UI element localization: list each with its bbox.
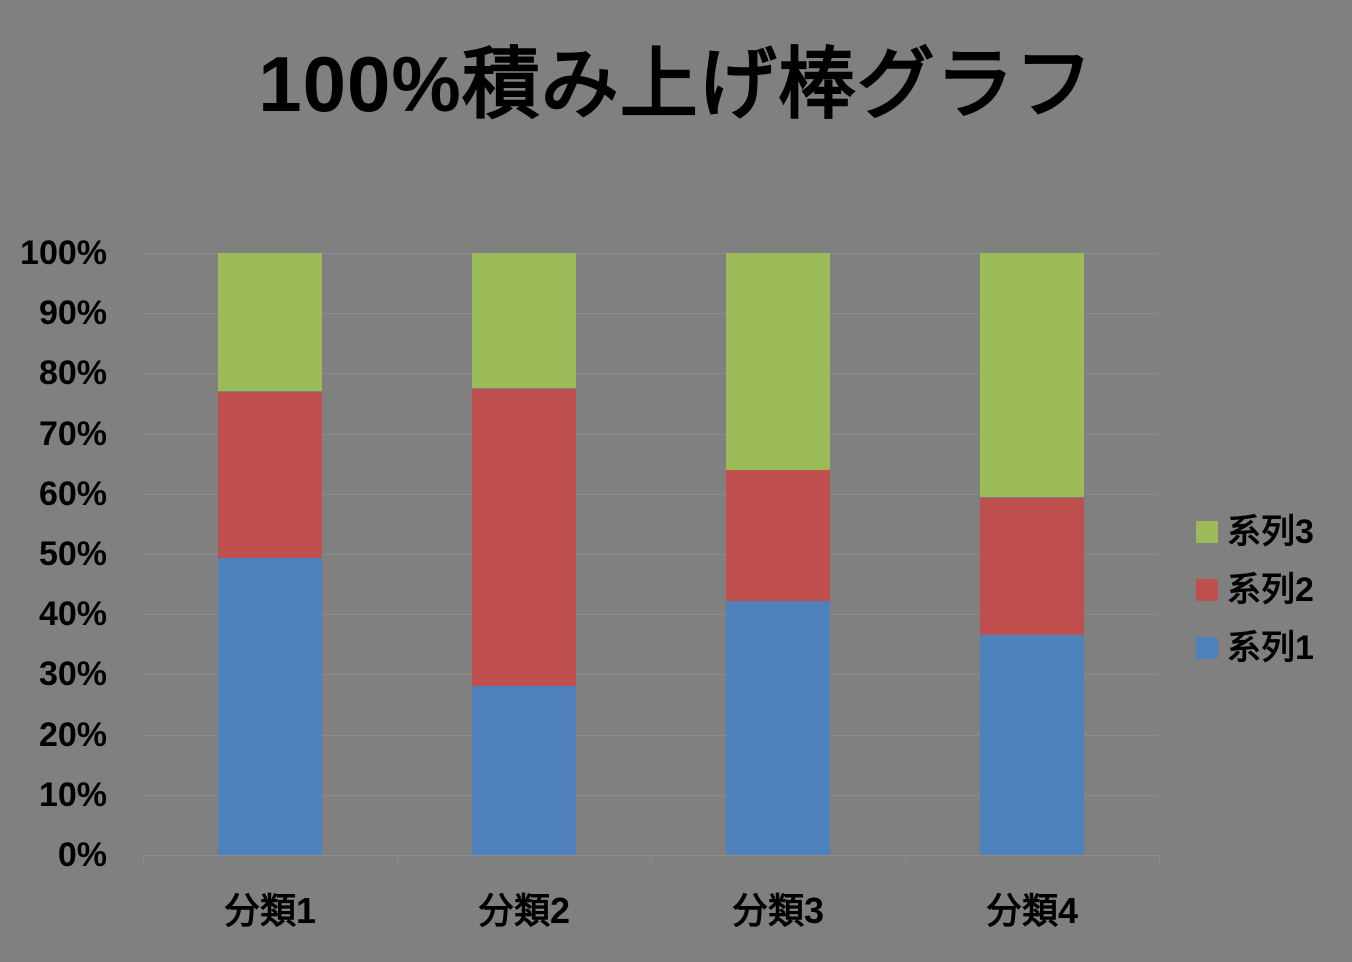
legend-item-系列3: 系列3: [1196, 510, 1314, 554]
gridline: [143, 614, 1159, 615]
y-axis-tick-label: 90%: [38, 294, 107, 332]
legend-item-系列1: 系列1: [1196, 626, 1314, 670]
bar-segment-系列1-分類2: [472, 686, 576, 855]
y-axis-tick-label: 0%: [57, 836, 107, 874]
axis-tick-mark: [905, 855, 906, 863]
bar-segment-系列1-分類1: [218, 558, 322, 855]
gridline: [143, 494, 1159, 495]
category-label-分類1: 分類1: [223, 890, 317, 931]
category-label-分類2: 分類2: [477, 890, 571, 931]
chart-title: 100%積み上げ棒グラフ: [258, 40, 1094, 128]
legend-label: 系列1: [1227, 629, 1314, 667]
gridline: [143, 795, 1159, 796]
y-axis-tick-label: 70%: [38, 415, 107, 453]
y-axis-tick-label: 50%: [38, 535, 107, 573]
legend-item-系列2: 系列2: [1196, 568, 1314, 612]
legend-swatch-icon: [1196, 637, 1218, 659]
gridline: [143, 313, 1159, 314]
bar-segment-系列3-分類2: [472, 253, 576, 388]
category-label-分類3: 分類3: [731, 890, 825, 931]
bar-segment-系列2-分類2: [472, 389, 576, 686]
bar-segment-系列3-分類3: [726, 253, 830, 470]
y-axis-tick-label: 60%: [38, 475, 107, 513]
bar-segment-系列1-分類3: [726, 601, 830, 855]
plot-area: [143, 253, 1160, 863]
gridline: [143, 735, 1159, 736]
bar-segment-系列3-分類4: [980, 253, 1084, 497]
bar-segment-系列3-分類1: [218, 253, 322, 391]
bar-segment-系列2-分類1: [218, 392, 322, 558]
axis-tick-mark: [651, 855, 652, 863]
category-label-分類4: 分類4: [985, 890, 1079, 931]
gridline: [143, 554, 1159, 555]
axis-tick-mark: [143, 855, 144, 863]
axis-tick-mark: [397, 855, 398, 863]
gridline: [143, 253, 1159, 254]
y-axis-tick-label: 10%: [38, 776, 107, 814]
y-axis-tick-label: 30%: [38, 655, 107, 693]
legend-label: 系列3: [1227, 513, 1314, 551]
y-axis-tick-label: 40%: [38, 595, 107, 633]
legend-swatch-icon: [1196, 521, 1218, 543]
bar-segment-系列1-分類4: [980, 635, 1084, 855]
y-axis-tick-label: 20%: [38, 716, 107, 754]
y-axis-tick-label: 80%: [38, 354, 107, 392]
gridline: [143, 373, 1159, 374]
legend-label: 系列2: [1227, 571, 1314, 609]
axis-tick-mark: [1159, 855, 1160, 863]
gridline: [143, 674, 1159, 675]
gridline: [143, 434, 1159, 435]
y-axis-tick-label: 100%: [20, 234, 107, 272]
bar-segment-系列2-分類4: [980, 498, 1084, 635]
legend-swatch-icon: [1196, 579, 1218, 601]
bar-segment-系列2-分類3: [726, 470, 830, 601]
